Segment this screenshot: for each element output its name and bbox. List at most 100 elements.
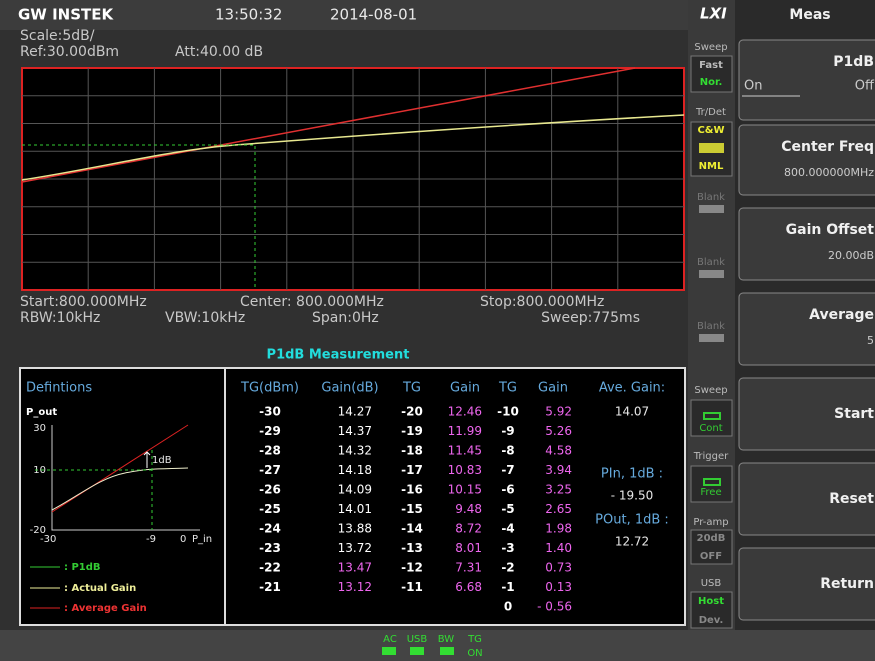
tg-cell: -4: [501, 522, 514, 536]
gain-cell: 14.01: [338, 502, 372, 516]
column-header: Gain: [450, 381, 480, 396]
mini-actual-line: [51, 467, 189, 511]
tg-cell: -2: [501, 561, 514, 575]
status-label: Blank: [697, 257, 725, 268]
gain-cell: 13.88: [338, 522, 372, 536]
definitions-title: Defintions: [26, 381, 92, 396]
gain-cell: 10.15: [448, 483, 482, 497]
gain-cell: 14.27: [338, 405, 372, 419]
gain-cell: 3.25: [545, 483, 572, 497]
legend-label: : Average Gain: [64, 603, 147, 614]
grid: [22, 68, 684, 290]
gain-cell: 5.92: [545, 405, 572, 419]
gain-cell: 5.26: [545, 424, 572, 438]
status-label: Free: [700, 487, 721, 498]
gain-cell: 4.58: [545, 444, 572, 458]
pin-label: PIn, 1dB :: [601, 467, 663, 482]
column-header: TG(dBm): [240, 381, 299, 396]
status-label: Tr/Det: [695, 107, 726, 118]
menu-title: Meas: [789, 7, 830, 23]
bottom-icon: [410, 647, 424, 655]
logo: GW INSTEK: [18, 6, 114, 24]
gain-cell: - 0.56: [537, 600, 572, 614]
tg-cell: 0: [504, 600, 512, 614]
gain-cell: 13.72: [338, 541, 372, 555]
softkey[interactable]: Center Freq 800.000000MHz: [738, 124, 875, 196]
tg-cell: -12: [401, 561, 423, 575]
softkey-value: 20.00dB: [828, 249, 874, 262]
bottom-icon: [440, 647, 454, 655]
sweep-time: Sweep:775ms: [541, 310, 640, 326]
tg-cell: -13: [401, 541, 423, 555]
softkey-label: P1dB: [833, 54, 874, 70]
status-label: Fast: [699, 60, 723, 71]
date: 2014-08-01: [330, 6, 417, 24]
rbw: RBW:10kHz: [20, 310, 100, 326]
softkey[interactable]: Average 5: [738, 292, 875, 366]
softkey-frame: [738, 207, 875, 281]
bottom-indicator: ON: [467, 648, 482, 659]
status-indicator: [699, 270, 724, 278]
status-column: [688, 0, 735, 630]
y-axis-label: P_out: [26, 407, 57, 418]
softkey-option: On: [744, 79, 762, 94]
softkey-option: Off: [855, 79, 875, 94]
softkey-frame: [738, 462, 875, 536]
mini-y-tick: 30: [33, 423, 46, 434]
gain-cell: 3.94: [545, 463, 572, 477]
tg-cell: -11: [401, 580, 423, 594]
status-icon: [703, 412, 721, 420]
gain-cell: 10.83: [448, 463, 482, 477]
mini-x-tick: -9: [146, 534, 156, 545]
status-label: Host: [698, 596, 724, 607]
status-label: Sweep: [694, 385, 727, 396]
gain-cell: 6.68: [455, 580, 482, 594]
start-freq: Start:800.000MHz: [20, 294, 147, 310]
status-label: NML: [699, 161, 724, 172]
softkey-frame: [738, 124, 875, 196]
ref-level: Ref:30.00dBm: [20, 44, 119, 60]
softkey-value: 800.000000MHz: [784, 166, 874, 179]
scale: Scale:5dB/: [20, 28, 95, 44]
tg-cell: -28: [259, 444, 281, 458]
pin-value: - 19.50: [611, 489, 654, 503]
clock: 13:50:32: [215, 6, 282, 24]
status-icon: [703, 478, 721, 486]
status-box: [690, 55, 733, 93]
tg-cell: -21: [259, 580, 281, 594]
softkey-label: Return: [820, 576, 874, 592]
tg-cell: -1: [501, 580, 514, 594]
gain-cell: 14.32: [338, 444, 372, 458]
gain-cell: 14.18: [338, 463, 372, 477]
legend-label: : P1dB: [64, 562, 101, 573]
tg-cell: -22: [259, 561, 281, 575]
softkey[interactable]: P1dB On Off: [738, 39, 875, 121]
softkey[interactable]: Return: [738, 547, 875, 621]
lxi-logo: LXI: [700, 5, 727, 23]
softkey[interactable]: Reset: [738, 462, 875, 536]
mini-x-label: P_in: [192, 534, 212, 545]
tg-cell: -16: [401, 483, 423, 497]
gain-cell: 12.46: [448, 405, 482, 419]
gain-cell: 0.13: [545, 580, 572, 594]
status-indicator: [699, 143, 724, 153]
softkey-label: Average: [809, 307, 874, 323]
column-header: TG: [498, 381, 517, 396]
mini-average-line: [51, 424, 189, 513]
mini-arrow: [143, 451, 151, 468]
tg-cell: -5: [501, 502, 514, 516]
status-label: Dev.: [699, 615, 724, 626]
tg-cell: -3: [501, 541, 514, 555]
softkey-label: Center Freq: [781, 139, 874, 155]
status-label: OFF: [700, 551, 722, 562]
attenuation: Att:40.00 dB: [175, 44, 263, 60]
softkey[interactable]: Start: [738, 377, 875, 451]
gain-cell: 0.73: [545, 561, 572, 575]
legend-label: : Actual Gain: [64, 583, 136, 594]
mini-y-tick: 10: [33, 465, 46, 476]
status-indicator: [699, 334, 724, 342]
softkey[interactable]: Gain Offset 20.00dB: [738, 207, 875, 281]
status-label: C&W: [697, 125, 724, 136]
